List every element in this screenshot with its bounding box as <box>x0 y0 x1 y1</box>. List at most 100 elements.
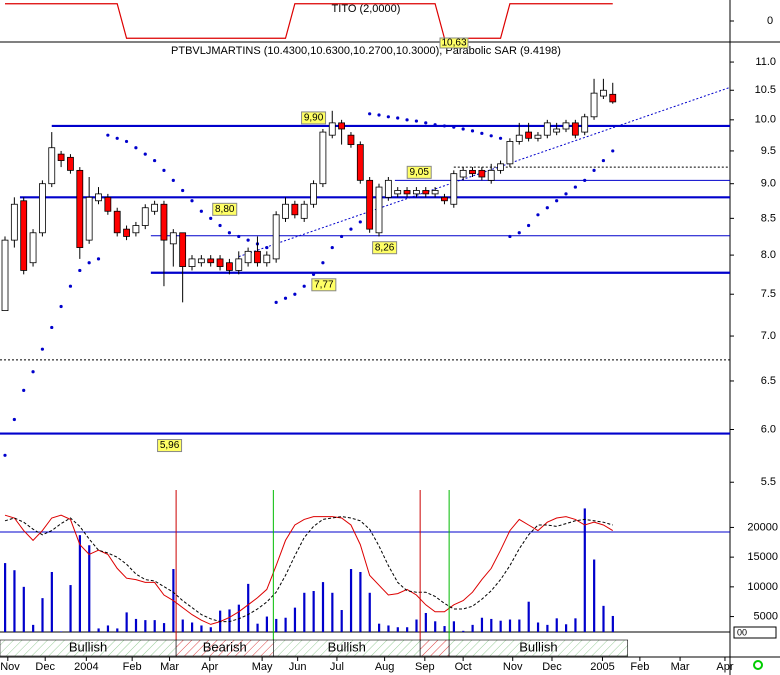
candle-body <box>1 239 9 312</box>
x-tick-label: Nov <box>0 661 20 673</box>
volume-bar <box>60 631 63 632</box>
volume-bar <box>518 619 521 632</box>
y-tick-label: 7.0 <box>761 330 776 342</box>
sar-dot <box>330 245 334 250</box>
candle-body <box>254 250 261 264</box>
sar-dot <box>302 284 306 288</box>
candle-body <box>263 254 271 264</box>
trendline <box>238 86 731 258</box>
sar-dot <box>470 129 475 133</box>
sar-dot <box>545 206 549 210</box>
candle-body <box>39 183 46 234</box>
candle-body <box>76 169 84 248</box>
y-tick-label: 11.0 <box>755 56 776 68</box>
volume-bar <box>415 619 418 632</box>
volume-bar <box>69 585 72 632</box>
candle-body <box>590 92 598 118</box>
candle-body <box>394 190 402 195</box>
volume-bar <box>387 625 390 632</box>
level-label: 9,90 <box>304 113 324 124</box>
sar-dot <box>134 146 138 150</box>
annotation-box <box>439 37 469 49</box>
sar-dot <box>181 188 185 193</box>
volume-bar <box>284 617 287 632</box>
sar-dot <box>405 118 409 122</box>
volume-bar <box>611 615 614 632</box>
x-tick-label: Mar <box>671 661 690 673</box>
volume-bar <box>312 591 315 632</box>
sar-dot <box>536 213 540 217</box>
candle-body <box>375 186 383 234</box>
x-tick-label: Dec <box>542 661 562 673</box>
level-label-box <box>372 241 398 255</box>
sar-dot <box>442 124 447 128</box>
sar-dot <box>246 238 250 242</box>
x-tick-label: 2004 <box>74 661 98 673</box>
candle-body <box>384 179 392 198</box>
x-tick-label: Feb <box>123 661 142 673</box>
y-tick-label: 8.0 <box>761 249 776 261</box>
volume-bar <box>434 621 437 632</box>
volume-bar <box>396 627 399 632</box>
x-tick-label: Nov <box>503 661 523 673</box>
volume-bar <box>602 605 605 632</box>
regime-label: Bearish <box>203 639 247 654</box>
candle-body <box>459 169 467 178</box>
sar-dot <box>59 304 63 309</box>
candle-body <box>216 258 224 267</box>
sar-dot <box>22 388 26 392</box>
sar-dot <box>340 234 344 239</box>
volume-bar <box>471 624 474 632</box>
volume-bar <box>406 627 409 632</box>
tito-tick-label: 0 <box>767 15 773 27</box>
volume-tick-label: 20000 <box>747 521 778 533</box>
sar-dot <box>508 234 512 239</box>
sar-dot <box>115 136 119 140</box>
corner-box <box>733 626 777 639</box>
candle-body <box>197 258 205 264</box>
candle-body <box>67 156 74 171</box>
x-tick-label: Feb <box>630 661 649 673</box>
x-tick-label: Sep <box>415 661 435 673</box>
volume-bar <box>265 616 269 632</box>
sar-dot <box>424 121 428 125</box>
candle-body <box>497 163 504 171</box>
sar-dot <box>601 158 606 163</box>
status-icon <box>753 660 763 670</box>
level-label-box <box>157 439 183 453</box>
volume-bar <box>162 623 166 632</box>
volume-bar <box>275 618 278 632</box>
volume-bar <box>499 620 502 632</box>
sar-dot <box>78 268 82 273</box>
candle-body <box>543 122 551 136</box>
candle-body <box>282 203 289 219</box>
osc-k <box>4 514 614 625</box>
sar-dot <box>368 112 372 116</box>
sar-dot <box>489 134 493 138</box>
candle-body <box>338 122 346 130</box>
level-label: 9,05 <box>409 167 429 178</box>
candle-body <box>600 89 607 97</box>
candle-body <box>20 200 28 271</box>
sar-dot <box>209 216 213 220</box>
volume-bar <box>536 622 540 632</box>
sar-dot <box>237 234 241 239</box>
volume-bar <box>116 628 119 632</box>
volume-bar <box>321 582 325 632</box>
sar-dot <box>396 116 400 120</box>
volume-bar <box>480 617 484 632</box>
volume-bar <box>209 627 212 632</box>
candle-body <box>413 190 420 195</box>
sar-dot <box>592 168 596 172</box>
candle-body <box>487 169 495 181</box>
sar-dot <box>414 119 419 123</box>
volume-bar <box>200 625 203 632</box>
candle-body <box>113 210 121 234</box>
volume-bar <box>331 592 334 632</box>
candle-body <box>478 169 486 178</box>
sar-dot <box>12 417 16 422</box>
candle-body <box>95 193 102 202</box>
sar-dot <box>293 292 297 296</box>
candle-body <box>169 232 177 245</box>
sar-dot <box>377 113 381 117</box>
